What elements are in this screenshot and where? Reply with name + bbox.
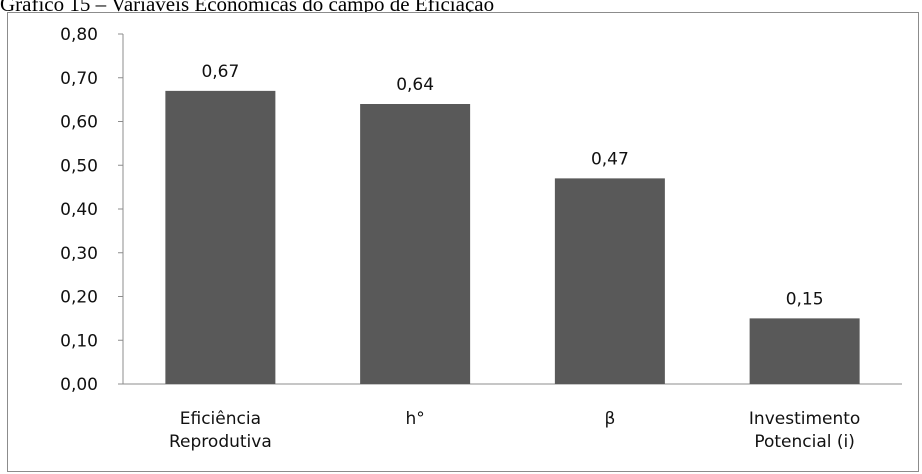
y-axis-ticks: 0,00 0,10 0,20 0,30 0,40 0,50 0,60 0,70 0,80 — [60, 25, 123, 395]
y-tick-label: 0,30 — [60, 244, 98, 264]
category-labels: Eficiência Reprodutiva h° β Investimento Pote… — [169, 409, 860, 452]
bar — [749, 318, 860, 384]
bar — [360, 104, 471, 384]
bars — [165, 90, 860, 384]
bar — [165, 90, 276, 384]
data-label: 0,15 — [786, 289, 824, 309]
y-tick-label: 0,40 — [60, 200, 98, 220]
y-tick-label: 0,00 — [60, 375, 98, 395]
data-label: 0,47 — [591, 149, 629, 169]
data-label: 0,67 — [201, 62, 239, 82]
y-tick-label: 0,20 — [60, 288, 98, 308]
x-tick-label: β — [604, 409, 615, 429]
y-tick-label: 0,70 — [60, 69, 98, 89]
bar — [554, 178, 665, 384]
x-tick-label: Investimento Potencial (i) — [749, 409, 860, 452]
data-label: 0,64 — [396, 75, 434, 95]
data-labels: 0,67 0,64 0,47 0,15 — [201, 62, 823, 310]
y-tick-label: 0,50 — [60, 156, 98, 176]
y-tick-label: 0,10 — [60, 331, 98, 351]
y-tick-label: 0,60 — [60, 113, 98, 133]
x-tick-label: Eficiência Reprodutiva — [169, 409, 272, 452]
x-tick-label: h° — [405, 409, 424, 429]
y-tick-label: 0,80 — [60, 25, 98, 45]
